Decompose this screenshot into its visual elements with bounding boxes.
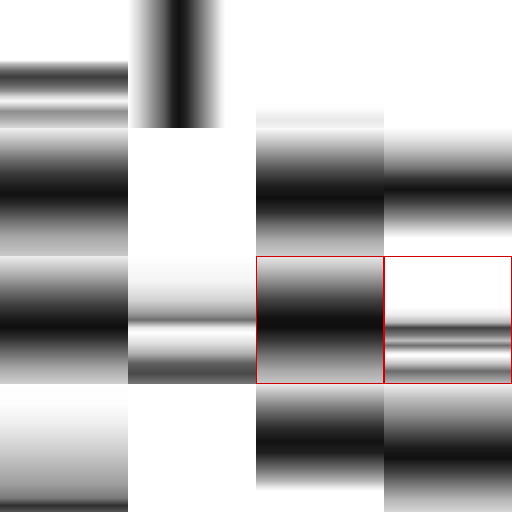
image-tile[interactable]: [384, 384, 512, 512]
image-tile[interactable]: [0, 384, 128, 512]
image-tile[interactable]: [256, 384, 384, 512]
selected-image-tile[interactable]: [256, 256, 384, 384]
selected-image-tile[interactable]: [384, 256, 512, 384]
image-tile[interactable]: [384, 128, 512, 256]
image-tile[interactable]: [0, 0, 128, 128]
image-tile[interactable]: [256, 128, 384, 256]
image-tile[interactable]: [128, 384, 256, 512]
image-tile[interactable]: [0, 128, 128, 256]
image-tile[interactable]: [384, 0, 512, 128]
image-tile[interactable]: [128, 256, 256, 384]
image-tile[interactable]: [0, 256, 128, 384]
image-tile[interactable]: [128, 0, 256, 128]
image-tile[interactable]: [128, 128, 256, 256]
image-tile[interactable]: [256, 0, 384, 128]
